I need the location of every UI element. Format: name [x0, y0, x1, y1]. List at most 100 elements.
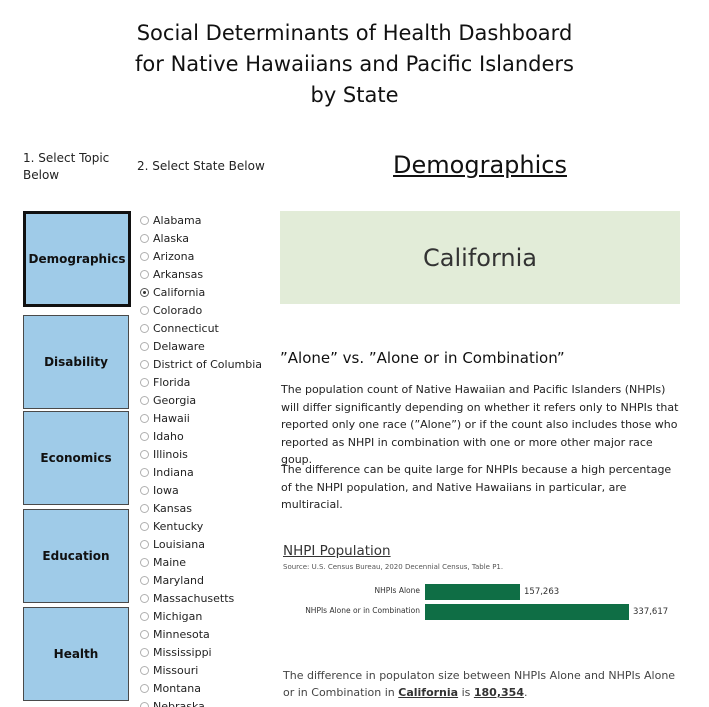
difference-text-middle: is	[458, 686, 474, 699]
state-option-label: Nebraska	[153, 699, 205, 707]
state-option-arkansas[interactable]: Arkansas	[140, 265, 280, 283]
topic-button-disability[interactable]: Disability	[23, 315, 129, 409]
radio-icon[interactable]	[140, 287, 149, 297]
state-option-label: Maine	[153, 555, 187, 569]
difference-value: 180,354	[473, 686, 524, 699]
radio-icon[interactable]	[140, 485, 149, 495]
radio-icon[interactable]	[140, 215, 149, 225]
state-option-massachusetts[interactable]: Massachusetts	[140, 589, 280, 607]
state-option-michigan[interactable]: Michigan	[140, 607, 280, 625]
state-option-idaho[interactable]: Idaho	[140, 427, 280, 445]
radio-icon[interactable]	[140, 665, 149, 675]
state-option-label: Kansas	[153, 501, 192, 515]
state-option-connecticut[interactable]: Connecticut	[140, 319, 280, 337]
state-option-montana[interactable]: Montana	[140, 679, 280, 697]
state-option-iowa[interactable]: Iowa	[140, 481, 280, 499]
state-option-hawaii[interactable]: Hawaii	[140, 409, 280, 427]
bar-row: NHPIs Alone or in Combination 337,617	[0, 604, 709, 620]
state-option-nebraska[interactable]: Nebraska	[140, 697, 280, 707]
state-option-label: Alabama	[153, 213, 202, 227]
radio-icon[interactable]	[140, 521, 149, 531]
radio-icon[interactable]	[140, 647, 149, 657]
state-option-label: Arkansas	[153, 267, 204, 281]
state-option-kentucky[interactable]: Kentucky	[140, 517, 280, 535]
title-line-2: for Native Hawaiians and Pacific Islande…	[135, 52, 574, 76]
state-option-california[interactable]: California	[140, 283, 280, 301]
explanation-paragraph-2: The difference can be quite large for NH…	[281, 463, 672, 511]
state-option-maryland[interactable]: Maryland	[140, 571, 280, 589]
difference-text-after: .	[523, 686, 528, 699]
bar-row: NHPIs Alone 157,263	[0, 584, 709, 600]
radio-icon[interactable]	[140, 539, 149, 549]
state-option-alabama[interactable]: Alabama	[140, 211, 280, 229]
bar-category-label: NHPIs Alone	[374, 586, 420, 595]
radio-icon[interactable]	[140, 359, 149, 369]
radio-icon[interactable]	[140, 557, 149, 567]
selected-state-banner: California	[280, 211, 680, 304]
radio-icon[interactable]	[140, 467, 149, 477]
section-heading: Demographics	[393, 151, 567, 179]
state-option-louisiana[interactable]: Louisiana	[140, 535, 280, 553]
radio-icon[interactable]	[140, 341, 149, 351]
explanation-paragraph-1: The population count of Native Hawaiian …	[281, 383, 679, 466]
topic-button-health[interactable]: Health	[23, 607, 129, 701]
bar-value-label: 157,263	[524, 587, 560, 597]
radio-icon[interactable]	[140, 233, 149, 243]
topic-button-demographics[interactable]: Demographics	[23, 211, 131, 307]
topic-button-economics[interactable]: Economics	[23, 411, 129, 505]
state-option-georgia[interactable]: Georgia	[140, 391, 280, 409]
state-option-label: Michigan	[153, 609, 203, 623]
bar-mark[interactable]	[425, 584, 520, 600]
state-option-minnesota[interactable]: Minnesota	[140, 625, 280, 643]
alone-vs-combination-heading: ”Alone” vs. ”Alone or in Combination”	[280, 349, 565, 367]
state-option-maine[interactable]: Maine	[140, 553, 280, 571]
state-option-district-of-columbia[interactable]: District of Columbia	[140, 355, 280, 373]
radio-icon[interactable]	[140, 503, 149, 513]
radio-icon[interactable]	[140, 269, 149, 279]
state-option-label: Missouri	[153, 663, 199, 677]
state-option-label: District of Columbia	[153, 357, 263, 371]
radio-icon[interactable]	[140, 575, 149, 585]
state-option-alaska[interactable]: Alaska	[140, 229, 280, 247]
difference-state-link[interactable]: California	[398, 686, 459, 699]
bar-mark[interactable]	[425, 604, 629, 620]
state-option-arizona[interactable]: Arizona	[140, 247, 280, 265]
dashboard-title: Social Determinants of Health Dashboard …	[0, 18, 709, 111]
radio-icon[interactable]	[140, 629, 149, 639]
radio-icon[interactable]	[140, 683, 149, 693]
radio-icon[interactable]	[140, 431, 149, 441]
state-option-indiana[interactable]: Indiana	[140, 463, 280, 481]
radio-icon[interactable]	[140, 449, 149, 459]
radio-icon[interactable]	[140, 251, 149, 261]
radio-icon[interactable]	[140, 395, 149, 405]
radio-icon[interactable]	[140, 611, 149, 621]
difference-text-before: The difference in populaton size between…	[283, 669, 676, 699]
state-option-label: Massachusetts	[153, 591, 235, 605]
topic-button-education[interactable]: Education	[23, 509, 129, 603]
chart-source: Source: U.S. Census Bureau, 2020 Decenni…	[283, 563, 504, 571]
state-option-label: Florida	[153, 375, 191, 389]
state-option-illinois[interactable]: Illinois	[140, 445, 280, 463]
bar-value-label: 337,617	[633, 607, 669, 617]
radio-icon[interactable]	[140, 377, 149, 387]
state-option-label: Hawaii	[153, 411, 190, 425]
difference-summary: The difference in populaton size between…	[283, 667, 683, 701]
state-option-label: Kentucky	[153, 519, 204, 533]
state-option-label: Louisiana	[153, 537, 205, 551]
radio-icon[interactable]	[140, 413, 149, 423]
state-option-label: Connecticut	[153, 321, 219, 335]
state-option-florida[interactable]: Florida	[140, 373, 280, 391]
state-option-missouri[interactable]: Missouri	[140, 661, 280, 679]
state-option-delaware[interactable]: Delaware	[140, 337, 280, 355]
radio-icon[interactable]	[140, 701, 149, 707]
state-option-mississippi[interactable]: Mississippi	[140, 643, 280, 661]
chart-title: NHPI Population	[283, 543, 391, 559]
state-option-colorado[interactable]: Colorado	[140, 301, 280, 319]
state-option-label: Arizona	[153, 249, 195, 263]
radio-icon[interactable]	[140, 305, 149, 315]
radio-icon[interactable]	[140, 593, 149, 603]
state-option-kansas[interactable]: Kansas	[140, 499, 280, 517]
state-radio-list: Alabama Alaska Arizona Arkansas California Co…	[140, 211, 280, 707]
state-option-label: Iowa	[153, 483, 179, 497]
radio-icon[interactable]	[140, 323, 149, 333]
